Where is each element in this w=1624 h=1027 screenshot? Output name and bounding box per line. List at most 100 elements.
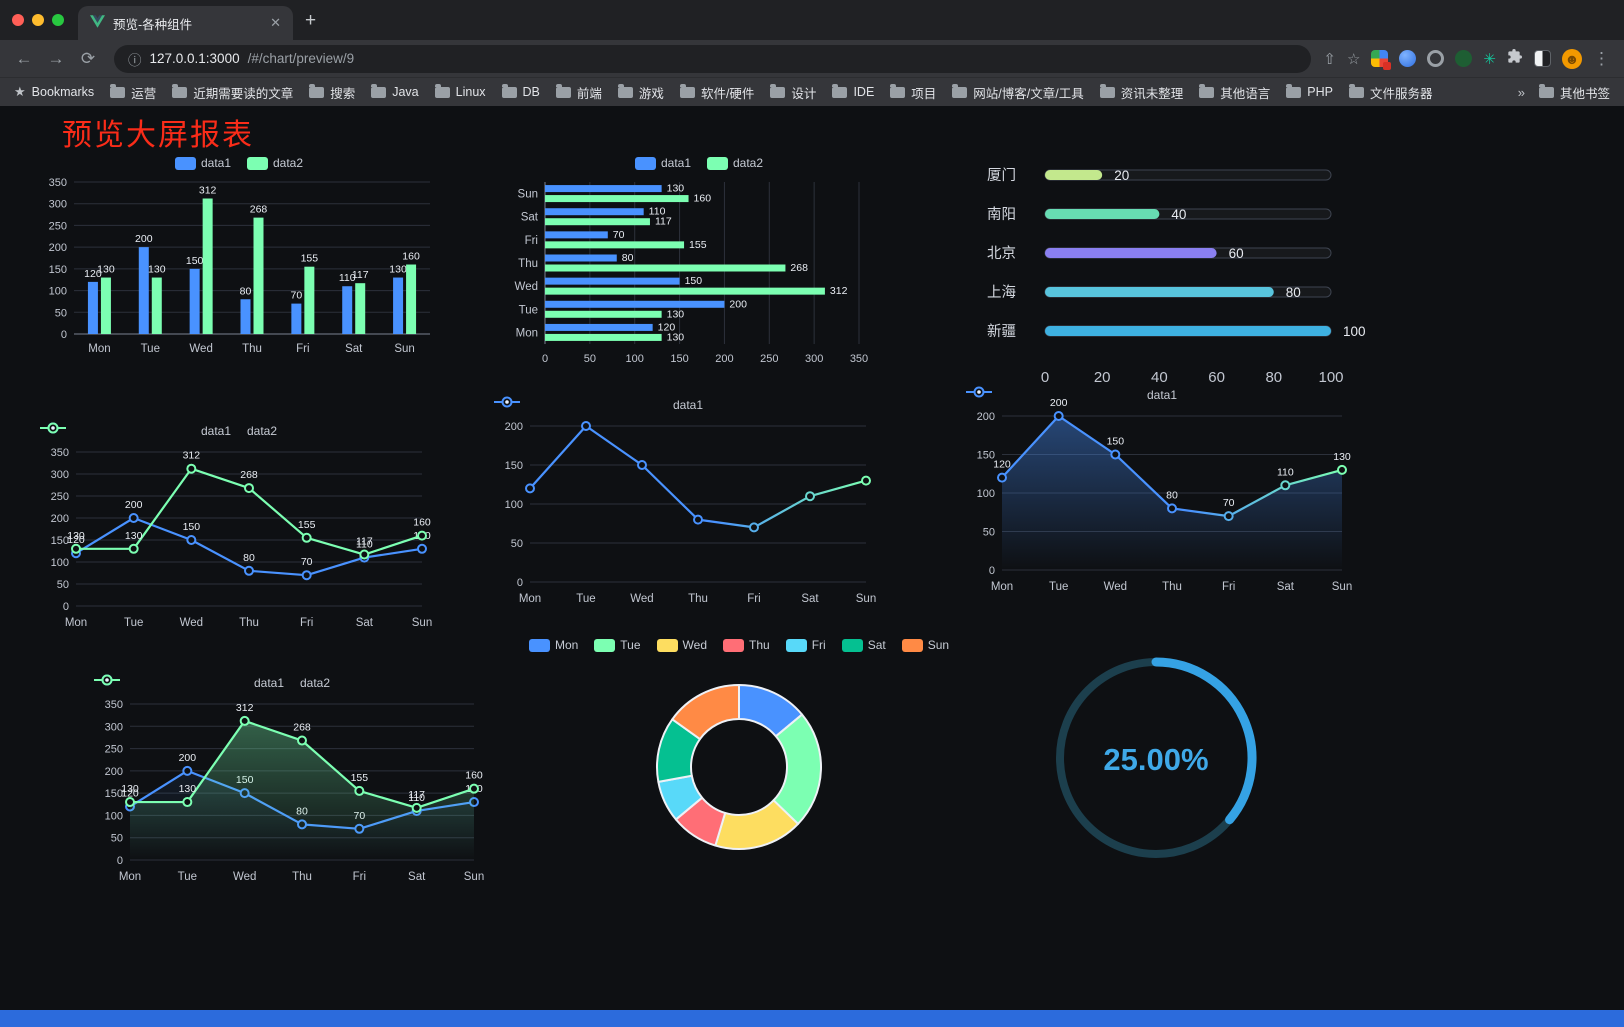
reload-button[interactable]: ⟳ [80, 48, 96, 68]
bookmark-label: 其他语言 [1220, 86, 1271, 101]
extension-star-icon[interactable]: ✳ [1483, 50, 1496, 68]
legend-item[interactable]: Thu [723, 638, 770, 652]
bookmark-label: 网站/博客/文章/工具 [973, 86, 1084, 101]
svg-text:Sat: Sat [521, 212, 539, 224]
extension-ring-icon[interactable] [1427, 50, 1445, 67]
legend-swatch [841, 638, 863, 652]
legend-item[interactable]: Wed [656, 638, 707, 652]
legend-item[interactable]: Sun [901, 638, 949, 652]
svg-text:70: 70 [301, 556, 313, 568]
legend-item[interactable]: data2 [707, 156, 763, 170]
legend-label: data1 [200, 156, 231, 170]
svg-text:100: 100 [505, 499, 523, 511]
bookmark-folder[interactable]: 近期需要读的文章 [172, 83, 293, 102]
svg-text:300: 300 [105, 721, 123, 733]
bookmark-folder[interactable]: 搜索 [309, 83, 355, 102]
svg-text:110: 110 [1277, 466, 1294, 478]
bookmark-folder[interactable]: 前端 [555, 83, 602, 102]
svg-text:Thu: Thu [292, 871, 312, 883]
bookmark-folder[interactable]: 项目 [890, 83, 936, 102]
svg-text:Mon: Mon [516, 327, 538, 339]
legend-item[interactable]: Tue [594, 638, 641, 652]
svg-text:40: 40 [1171, 207, 1186, 222]
zoom-window-button[interactable] [52, 14, 64, 26]
horizontal-bar-chart: data1 data2 0 50 100 150 200 250 300 350 Mon 120 130… [503, 150, 895, 372]
bookmark-folder[interactable]: 游戏 [617, 83, 664, 102]
legend-label: data2 [273, 156, 304, 170]
legend-item[interactable]: data2 [40, 422, 277, 438]
site-info-icon[interactable]: ⓘ [128, 52, 142, 68]
browser-tab[interactable]: 预览-各种组件 ✕ [78, 6, 293, 40]
theme-toggle-extension-icon[interactable] [1534, 50, 1551, 67]
url-path: /#/chart/preview/9 [247, 51, 355, 66]
forward-button[interactable]: → [47, 48, 65, 68]
legend-item[interactable]: data2 [94, 674, 330, 690]
bookmark-folder[interactable]: 文件服务器 [1348, 83, 1432, 102]
svg-text:50: 50 [57, 579, 69, 591]
svg-text:20: 20 [1114, 168, 1129, 183]
bookmark-folder[interactable]: 资讯未整理 [1099, 83, 1184, 102]
address-bar[interactable]: ⓘ 127.0.0.1:3000 /#/chart/preview/9 [114, 44, 1312, 73]
bookmarks-root-item[interactable]: ★ Bookmarks [14, 84, 94, 100]
gradient-line-chart: data1 0 50 100 150 200 Mon Tue Wed Thu Fri Sat Sun [494, 392, 882, 616]
bookmark-folder[interactable]: IDE [832, 83, 874, 99]
bookmark-label: 资讯未整理 [1120, 86, 1184, 101]
svg-text:130: 130 [179, 783, 197, 795]
svg-text:Mon: Mon [519, 593, 541, 605]
page-content: 预览大屏报表 data1 data2 0 50 100 150 200 250 300 350 Mo… [0, 106, 1624, 1027]
bookmarks-overflow-icon[interactable]: » [1517, 84, 1525, 100]
svg-text:268: 268 [293, 722, 311, 734]
svg-text:312: 312 [183, 450, 201, 462]
bookmark-folder[interactable]: 网站/博客/文章/工具 [952, 83, 1084, 102]
svg-text:155: 155 [298, 519, 316, 531]
svg-text:150: 150 [977, 450, 995, 462]
url-host: 127.0.0.1:3000 [149, 51, 240, 66]
svg-text:100: 100 [105, 810, 123, 822]
svg-text:80: 80 [1166, 489, 1178, 501]
legend-label: Sat [867, 638, 886, 652]
bookmark-folder[interactable]: Linux [434, 83, 486, 99]
bookmark-folder[interactable]: 其他语言 [1199, 83, 1270, 102]
svg-text:Sun: Sun [412, 617, 432, 629]
extension-green-icon[interactable] [1455, 50, 1473, 67]
close-window-button[interactable] [12, 14, 24, 26]
menu-kebab-icon[interactable]: ⋮ [1593, 48, 1610, 68]
legend-item[interactable]: data1 [966, 386, 1177, 402]
legend-item[interactable]: data2 [247, 156, 303, 170]
minimize-window-button[interactable] [32, 14, 44, 26]
bookmark-folder[interactable]: 设计 [770, 83, 816, 102]
svg-text:268: 268 [240, 469, 258, 481]
svg-text:117: 117 [408, 789, 425, 801]
svg-text:110: 110 [649, 206, 666, 218]
legend-item[interactable]: data1 [634, 156, 691, 170]
extension-grid-icon[interactable] [1371, 50, 1392, 70]
legend-item[interactable]: Sat [841, 638, 886, 652]
new-tab-button[interactable]: + [305, 10, 317, 31]
legend-swatch [528, 638, 550, 652]
other-bookmarks-item[interactable]: 其他书签 [1538, 83, 1610, 102]
svg-text:Sat: Sat [408, 871, 426, 883]
tab-close-icon[interactable]: ✕ [270, 15, 281, 30]
legend-item[interactable]: data1 [494, 396, 703, 412]
bookmark-star-icon[interactable]: ☆ [1346, 50, 1361, 68]
legend-item[interactable]: Fri [785, 638, 826, 652]
folder-icon [110, 83, 126, 98]
legend-item[interactable]: Mon [528, 638, 578, 652]
back-button[interactable]: ← [15, 48, 33, 68]
legend-item[interactable]: data1 [40, 422, 231, 438]
svg-text:130: 130 [1333, 451, 1351, 463]
bookmark-folder[interactable]: 运营 [110, 83, 156, 102]
legend-item[interactable]: data1 [94, 674, 284, 690]
legend-item[interactable]: data1 [174, 156, 231, 170]
profile-avatar[interactable]: ☻ [1562, 48, 1582, 69]
bookmark-folder[interactable]: DB [501, 83, 540, 99]
extension-blue-icon[interactable] [1399, 50, 1417, 67]
share-icon[interactable]: ⇧ [1323, 50, 1336, 68]
extensions-puzzle-icon[interactable] [1507, 48, 1523, 69]
bookmark-folder[interactable]: 软件/硬件 [679, 83, 754, 102]
footer-scrollbar[interactable] [0, 1010, 1624, 1027]
bookmark-folder[interactable]: Java [371, 83, 419, 99]
svg-text:268: 268 [250, 204, 268, 216]
svg-text:130: 130 [667, 183, 685, 195]
bookmark-folder[interactable]: PHP [1286, 83, 1333, 99]
